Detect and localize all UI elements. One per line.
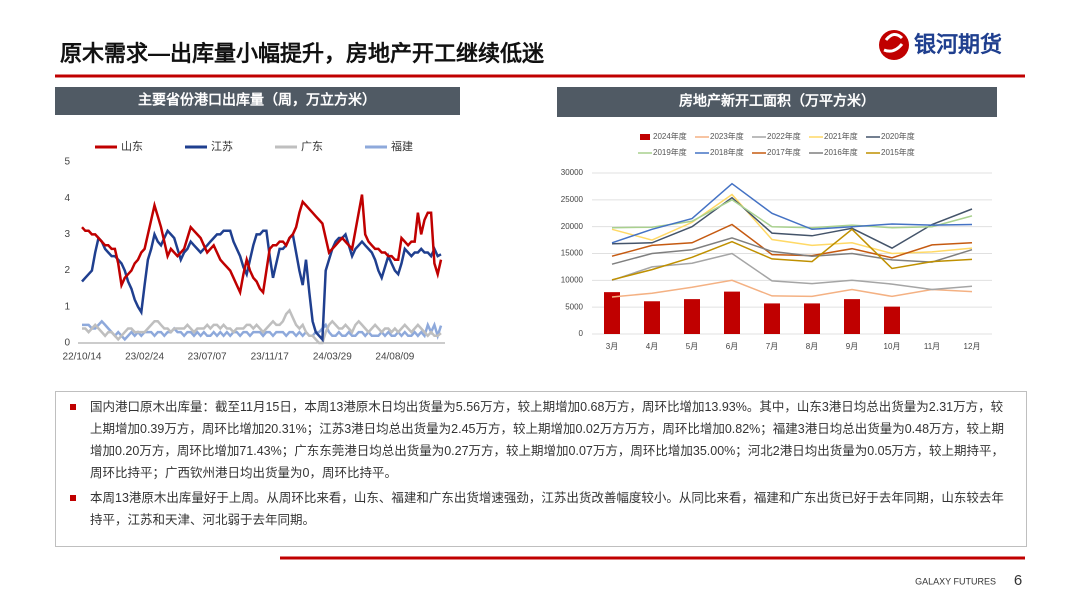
y-tick-label: 30000 [561,168,584,177]
bar [844,299,860,334]
y-tick-label: 2 [64,265,70,276]
notes-box: 国内港口原木出库量：截至11月15日，本周13港原木日均出货量为5.56万方，较… [55,391,1027,547]
legend-label: 山东 [121,140,143,153]
x-tick-label: 9月 [846,342,858,351]
legend-label: 2016年度 [824,147,858,157]
x-tick-label: 22/10/14 [63,352,102,363]
x-tick-label: 23/11/17 [251,352,290,363]
x-tick-label: 4月 [646,342,658,351]
y-tick-label: 15000 [561,249,584,258]
series-line [611,223,973,259]
bar [724,291,740,334]
chart-title: 主要省份港口出库量（周，万立方米） [138,92,376,108]
x-tick-label: 6月 [726,342,738,351]
chart-title-bar [55,87,460,115]
y-tick-label: 3 [64,229,70,240]
bar [764,303,780,334]
x-tick-label: 11月 [924,342,940,351]
series-line [611,182,973,244]
series-line [611,279,973,298]
note: 本周13港原木出库量好于上周。从周环比来看，山东、福建和广东出货增速强劲，江苏出… [68,487,1014,531]
legend-label: 江苏 [211,140,233,153]
y-tick-label: 20000 [561,222,584,231]
y-tick-label: 10000 [561,275,584,284]
legend-swatch [640,134,650,140]
x-tick-label: 5月 [686,342,698,351]
legend-label: 2022年度 [767,131,801,141]
series-line [611,228,973,281]
series-line [82,308,442,345]
legend-label: 2017年度 [767,147,801,157]
bar [884,306,900,334]
x-tick-label: 10月 [884,342,901,351]
y-tick-label: 25000 [561,195,584,204]
y-tick-label: 5000 [565,302,583,311]
x-tick-label: 8月 [806,342,818,351]
legend-label: 广东 [301,140,323,153]
note: 国内港口原木出库量：截至11月15日，本周13港原木日均出货量为5.56万方，较… [68,396,1014,484]
series-line [611,198,973,229]
series-line [81,194,443,297]
y-tick-label: 4 [64,193,70,204]
legend-label: 2019年度 [653,147,687,157]
legend-label: 2023年度 [710,131,744,141]
bar [644,301,660,334]
bar [804,303,820,334]
legend-label: 福建 [391,139,413,153]
series-line [611,237,973,265]
y-tick-label: 0 [579,329,584,338]
legend-label: 2015年度 [881,147,915,157]
logo-text: 银河期货 [914,32,1002,57]
x-tick-label: 24/08/09 [375,352,414,363]
bar [684,299,700,334]
legend-label: 2021年度 [824,131,858,141]
x-tick-label: 12月 [964,342,981,351]
legend-label: 2024年度 [653,131,687,141]
x-tick-label: 23/07/07 [188,352,227,363]
x-tick-label: 23/02/24 [125,352,164,363]
chart-title: 房地产新开工面积（万平方米） [679,93,875,109]
y-tick-label: 5 [64,157,70,168]
x-tick-label: 24/03/29 [313,352,352,363]
y-tick-label: 0 [64,338,70,349]
y-tick-label: 1 [64,301,70,312]
series-line [611,252,973,291]
logo-swirl [883,33,904,53]
series-line [611,196,973,249]
x-tick-label: 3月 [606,342,618,351]
legend-label: 2018年度 [710,147,744,157]
series-line [611,193,973,255]
x-tick-label: 7月 [766,342,778,351]
legend-label: 2020年度 [881,131,915,141]
bar [604,292,620,334]
page-number: 6 [1014,572,1022,589]
series-line [81,228,442,343]
chart-title-bar [557,87,997,117]
footer-brand: GALAXY FUTURES [915,576,996,586]
slide-title: 原木需求—出库量小幅提升，房地产开工继续低迷 [60,41,545,66]
